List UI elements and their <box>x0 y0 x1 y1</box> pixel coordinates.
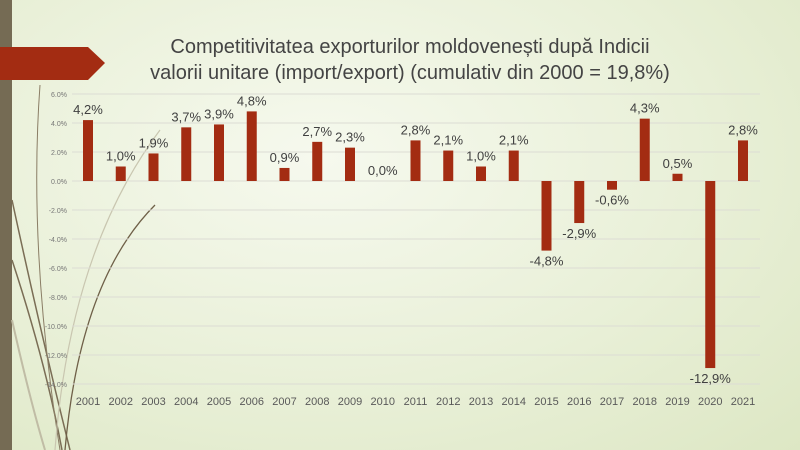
bar-2015 <box>541 181 552 251</box>
y-tick-label: -4.0% <box>49 237 67 244</box>
bar-2007 <box>279 167 290 181</box>
data-label: 1,0% <box>466 149 496 164</box>
data-label: -4,8% <box>530 254 564 269</box>
x-tick-label: 2014 <box>502 396 526 408</box>
bar-2016 <box>574 181 585 224</box>
x-tick-label: 2009 <box>338 396 362 408</box>
data-label: 3,9% <box>204 106 234 121</box>
title-banner-arrow <box>0 47 105 80</box>
x-tick-label: 2007 <box>272 396 296 408</box>
data-label: 2,1% <box>433 133 463 148</box>
bar-2001 <box>83 120 93 181</box>
bar-2003 <box>148 153 159 181</box>
data-label: 2,7% <box>302 124 332 139</box>
x-tick-label: 2012 <box>436 396 460 408</box>
bar-2021 <box>738 140 748 181</box>
bar-2012 <box>443 150 454 181</box>
x-tick-label: 2018 <box>633 396 657 408</box>
x-tick-label: 2020 <box>698 396 722 408</box>
bar-2004 <box>181 127 192 181</box>
bar-2011 <box>410 140 421 181</box>
y-tick-label: -6.0% <box>49 266 67 273</box>
side-strip <box>0 0 12 450</box>
y-tick-label: -14.0% <box>45 382 67 389</box>
data-label: 0,0% <box>368 163 398 178</box>
y-tick-label: 2.0% <box>51 150 67 157</box>
data-label: 2,8% <box>401 122 431 137</box>
chart-title: Competitivitatea exporturilor moldoveneș… <box>110 34 710 86</box>
x-tick-label: 2008 <box>305 396 329 408</box>
bar-2019 <box>672 173 683 181</box>
x-tick-label: 2004 <box>174 396 198 408</box>
x-tick-label: 2017 <box>600 396 624 408</box>
data-label: 4,2% <box>73 102 103 117</box>
bar-2018 <box>639 118 650 181</box>
title-line: valorii unitare (import/export) (cumulat… <box>150 62 670 84</box>
data-label: -12,9% <box>690 371 732 386</box>
data-label: 2,8% <box>728 122 758 137</box>
decorative-curves <box>11 84 161 450</box>
y-tick-label: 6.0% <box>51 92 67 99</box>
data-label: 4,8% <box>237 93 267 108</box>
data-label: 4,3% <box>630 101 660 116</box>
data-label: 2,1% <box>499 133 529 148</box>
y-tick-label: -12.0% <box>45 353 67 360</box>
data-label: 3,7% <box>171 109 201 124</box>
x-tick-label: 2013 <box>469 396 493 408</box>
x-tick-label: 2010 <box>371 396 395 408</box>
y-tick-label: -2.0% <box>49 208 67 215</box>
bar-2006 <box>246 111 257 181</box>
data-label: 1,9% <box>139 135 169 150</box>
bar-2005 <box>214 124 224 181</box>
x-tick-label: 2006 <box>240 396 264 408</box>
x-tick-label: 2001 <box>76 396 100 408</box>
data-label: 2,3% <box>335 130 365 145</box>
x-tick-label: 2015 <box>534 396 558 408</box>
bar-2008 <box>312 141 323 181</box>
y-tick-label: -8.0% <box>49 295 67 302</box>
x-tick-label: 2002 <box>109 396 133 408</box>
x-tick-label: 2011 <box>404 396 428 408</box>
bar-2013 <box>476 166 486 181</box>
bar-2009 <box>345 147 355 181</box>
bar-2020 <box>705 181 716 369</box>
data-label: 0,9% <box>270 150 300 165</box>
title-line: Competitivitatea exporturilor moldoveneș… <box>170 36 650 58</box>
data-label: 0,5% <box>663 156 693 171</box>
y-tick-label: 4.0% <box>51 121 67 128</box>
x-tick-label: 2003 <box>141 396 165 408</box>
y-tick-label: 0.0% <box>51 179 67 186</box>
x-tick-label: 2019 <box>665 396 689 408</box>
bar-2017 <box>607 181 617 190</box>
bar-2014 <box>508 150 519 181</box>
y-tick-label: -10.0% <box>45 324 67 331</box>
x-tick-label: 2021 <box>731 396 755 408</box>
data-label: -2,9% <box>562 226 596 241</box>
x-tick-label: 2016 <box>567 396 591 408</box>
bar-2002 <box>115 166 126 181</box>
data-label: -0,6% <box>595 193 629 208</box>
x-tick-label: 2005 <box>207 396 231 408</box>
data-label: 1,0% <box>106 149 136 164</box>
